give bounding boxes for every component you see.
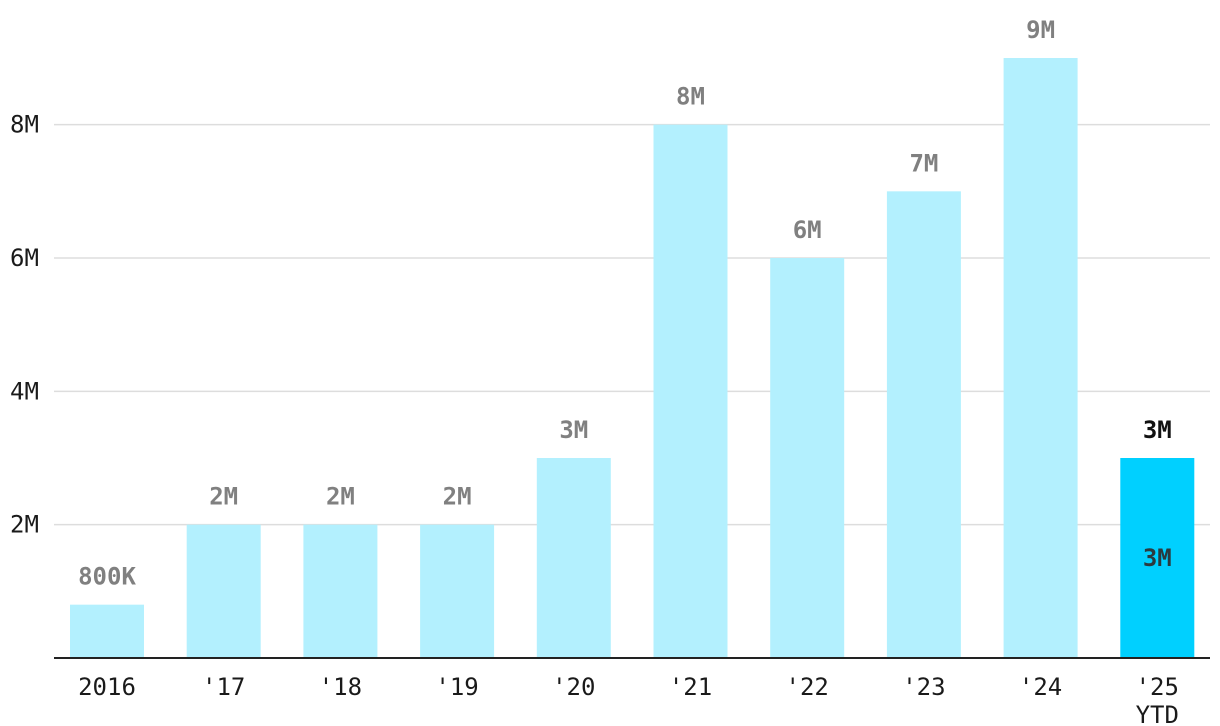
- x-tick-label: '18: [319, 673, 362, 701]
- bar: [886, 191, 961, 659]
- bar: [186, 524, 261, 658]
- y-tick-label: 4M: [10, 377, 39, 405]
- data-label: 2M: [326, 483, 355, 511]
- x-tick-label: '19: [435, 673, 478, 701]
- data-label: 2M: [443, 483, 472, 511]
- x-tick-label: '25 YTD: [1136, 673, 1179, 726]
- x-tick-label: '20: [552, 673, 595, 701]
- x-tick-label: '21: [669, 673, 712, 701]
- data-label: 9M: [1026, 16, 1055, 44]
- bar-inner-label: 3M: [1143, 544, 1172, 572]
- data-label: 7M: [909, 149, 938, 177]
- bar: [536, 458, 611, 658]
- x-tick-label: 2016: [78, 673, 136, 701]
- y-tick-label: 8M: [10, 111, 39, 139]
- x-tick-label: '17: [202, 673, 245, 701]
- data-label: 8M: [676, 83, 705, 111]
- x-tick-label: '22: [786, 673, 829, 701]
- data-label: 3M: [1143, 416, 1172, 444]
- bar: [1120, 458, 1195, 658]
- y-tick-label: 6M: [10, 244, 39, 272]
- data-label: 6M: [793, 216, 822, 244]
- bar: [420, 524, 495, 658]
- data-label: 3M: [559, 416, 588, 444]
- x-tick-label: '24: [1019, 673, 1062, 701]
- y-tick-label: 2M: [10, 511, 39, 539]
- x-tick-label: '23: [902, 673, 945, 701]
- bar: [1003, 58, 1078, 658]
- bar: [303, 524, 378, 658]
- bar: [653, 124, 728, 658]
- bar: [770, 258, 845, 658]
- data-label: 800K: [78, 563, 136, 591]
- bar: [70, 604, 144, 658]
- data-label: 2M: [209, 483, 238, 511]
